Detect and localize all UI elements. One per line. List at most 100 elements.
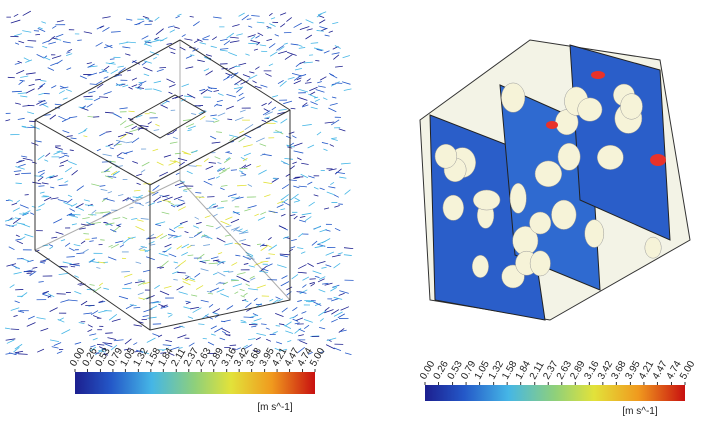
vector [142, 315, 149, 317]
vector [316, 30, 324, 32]
vector [277, 298, 284, 302]
vector [207, 177, 216, 181]
vector [5, 224, 14, 227]
vector [225, 225, 232, 228]
vector [217, 162, 222, 165]
vector [21, 223, 31, 228]
vector [260, 84, 268, 88]
vector [118, 67, 126, 74]
vector [71, 170, 78, 176]
vector [263, 108, 269, 112]
vector [334, 227, 341, 232]
vector [279, 253, 290, 256]
vector [53, 218, 63, 224]
vector [144, 23, 152, 26]
vector [184, 231, 189, 234]
vector [167, 314, 173, 318]
vector [156, 69, 164, 72]
vector [314, 98, 321, 102]
vector [93, 97, 101, 102]
vector [265, 73, 272, 77]
vector [64, 167, 73, 173]
vector [38, 281, 44, 283]
vector [175, 172, 180, 175]
vector [193, 225, 200, 229]
vector [203, 234, 213, 240]
vector [71, 223, 77, 226]
vector [245, 256, 255, 260]
vector [302, 284, 307, 288]
vector [293, 22, 302, 28]
vector [108, 314, 118, 321]
vector [99, 185, 106, 187]
vector [131, 217, 138, 220]
vector [58, 272, 69, 276]
vector [242, 279, 250, 283]
vector [179, 325, 185, 328]
vector [272, 178, 278, 180]
vector [124, 282, 133, 286]
vector [37, 85, 44, 90]
vector [152, 148, 159, 152]
vector [321, 142, 329, 145]
vector [205, 165, 214, 170]
vector [318, 310, 327, 317]
vector [250, 277, 256, 281]
vector [11, 90, 22, 93]
vector [87, 72, 98, 77]
vector [290, 246, 296, 249]
vector [157, 334, 163, 338]
vector [91, 221, 102, 225]
vector [42, 195, 50, 197]
vector [298, 47, 306, 49]
vector [136, 182, 141, 186]
vector [183, 306, 191, 310]
vector [186, 93, 196, 99]
vector [168, 161, 177, 166]
vector [199, 42, 207, 45]
vector [87, 324, 93, 328]
vector [229, 136, 235, 142]
vector [281, 275, 288, 279]
vector [67, 194, 73, 198]
vector [256, 165, 261, 168]
vector [60, 86, 69, 89]
vector [292, 318, 299, 322]
vector [260, 153, 266, 157]
vector [343, 254, 352, 256]
vector [208, 262, 218, 265]
vector [49, 175, 58, 179]
vector [226, 305, 234, 310]
vector [247, 184, 253, 187]
right-box [419, 39, 691, 321]
vector [224, 234, 231, 237]
vector [226, 94, 237, 98]
vector [142, 15, 150, 19]
vector [36, 317, 46, 320]
vector [297, 347, 305, 353]
vector [173, 196, 183, 200]
vector [317, 278, 325, 283]
vector [16, 222, 26, 225]
vector [129, 206, 134, 209]
vector [244, 208, 251, 212]
vector [340, 306, 350, 311]
vector [59, 159, 69, 164]
vector [302, 276, 310, 281]
vector [228, 271, 234, 273]
vector [64, 242, 71, 247]
vector [220, 293, 230, 298]
vector [160, 260, 169, 268]
vector [266, 244, 272, 248]
vector [215, 281, 221, 286]
vector [279, 80, 287, 87]
vector [207, 86, 213, 90]
vector [138, 80, 147, 86]
vector [14, 42, 20, 45]
vector [330, 138, 338, 141]
vector [306, 78, 311, 82]
vector [297, 271, 307, 274]
vector [102, 27, 110, 32]
vector [274, 34, 279, 37]
vector [240, 321, 247, 324]
